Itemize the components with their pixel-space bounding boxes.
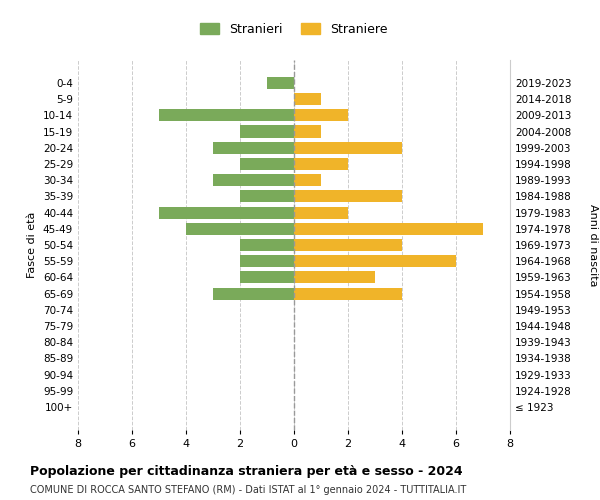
Bar — [240, 272, 294, 283]
Bar — [294, 239, 402, 251]
Bar — [294, 126, 321, 138]
Y-axis label: Anni di nascita: Anni di nascita — [588, 204, 598, 286]
Bar — [294, 206, 348, 218]
Bar — [213, 174, 294, 186]
Bar — [294, 222, 483, 235]
Bar — [213, 142, 294, 154]
Bar — [294, 174, 321, 186]
Bar — [240, 158, 294, 170]
Bar — [240, 126, 294, 138]
Bar — [267, 77, 294, 89]
Bar — [240, 190, 294, 202]
Bar — [294, 109, 348, 122]
Bar — [294, 93, 321, 105]
Bar — [240, 239, 294, 251]
Text: Popolazione per cittadinanza straniera per età e sesso - 2024: Popolazione per cittadinanza straniera p… — [30, 465, 463, 478]
Bar — [213, 288, 294, 300]
Bar — [294, 142, 402, 154]
Bar — [159, 109, 294, 122]
Y-axis label: Fasce di età: Fasce di età — [28, 212, 37, 278]
Bar — [294, 255, 456, 268]
Bar — [186, 222, 294, 235]
Bar — [240, 255, 294, 268]
Bar — [159, 206, 294, 218]
Text: COMUNE DI ROCCA SANTO STEFANO (RM) - Dati ISTAT al 1° gennaio 2024 - TUTTITALIA.: COMUNE DI ROCCA SANTO STEFANO (RM) - Dat… — [30, 485, 466, 495]
Bar — [294, 288, 402, 300]
Bar — [294, 190, 402, 202]
Bar — [294, 158, 348, 170]
Bar — [294, 272, 375, 283]
Legend: Stranieri, Straniere: Stranieri, Straniere — [196, 18, 392, 41]
